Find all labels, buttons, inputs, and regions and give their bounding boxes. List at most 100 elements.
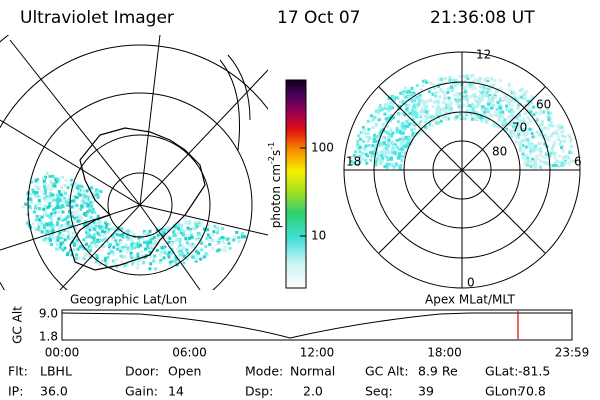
speck bbox=[448, 99, 452, 103]
speck bbox=[198, 224, 201, 228]
speck bbox=[536, 147, 540, 151]
speck bbox=[423, 102, 427, 106]
speck bbox=[56, 201, 60, 204]
speck bbox=[443, 77, 447, 80]
speck bbox=[184, 237, 188, 240]
speck bbox=[437, 84, 441, 88]
speck bbox=[526, 161, 530, 165]
speck bbox=[551, 131, 555, 135]
speck bbox=[384, 103, 388, 106]
speck bbox=[385, 143, 389, 147]
speck bbox=[509, 114, 513, 118]
speck bbox=[453, 116, 456, 120]
speck bbox=[539, 126, 543, 129]
field-value: 36.0 bbox=[40, 384, 68, 399]
speck bbox=[33, 226, 37, 230]
speck bbox=[60, 175, 64, 179]
speck bbox=[141, 258, 145, 262]
speck bbox=[46, 214, 50, 218]
speck bbox=[523, 123, 527, 127]
speck bbox=[501, 99, 505, 102]
speck bbox=[50, 243, 54, 246]
speck bbox=[358, 161, 362, 165]
speck bbox=[502, 122, 506, 126]
speck bbox=[424, 106, 428, 110]
speck bbox=[491, 100, 495, 104]
speck bbox=[129, 254, 133, 258]
speck bbox=[356, 139, 360, 143]
speck bbox=[125, 235, 129, 239]
speck bbox=[200, 234, 204, 238]
speck bbox=[96, 232, 100, 236]
speck bbox=[84, 214, 88, 217]
speck bbox=[183, 221, 187, 225]
speck bbox=[415, 96, 419, 100]
speck bbox=[107, 223, 111, 226]
speck bbox=[397, 155, 401, 159]
speck bbox=[146, 244, 150, 248]
speck bbox=[463, 95, 466, 99]
speck bbox=[102, 233, 106, 237]
speck bbox=[115, 265, 119, 268]
speck bbox=[387, 109, 391, 113]
speck bbox=[95, 256, 99, 260]
speck bbox=[397, 164, 401, 168]
speck bbox=[185, 248, 189, 252]
speck bbox=[425, 112, 429, 116]
speck bbox=[352, 154, 356, 158]
speck bbox=[391, 102, 395, 106]
speck bbox=[386, 124, 390, 128]
speck bbox=[56, 177, 60, 181]
speck bbox=[125, 249, 129, 253]
speck bbox=[133, 257, 137, 261]
speck bbox=[56, 221, 60, 225]
speck bbox=[386, 135, 390, 139]
speck bbox=[538, 132, 542, 136]
speck bbox=[144, 247, 148, 251]
speck bbox=[166, 252, 170, 256]
speck bbox=[501, 110, 505, 114]
speck bbox=[151, 243, 155, 247]
speck bbox=[377, 118, 381, 122]
speck bbox=[52, 208, 56, 212]
speck bbox=[444, 91, 448, 95]
speck bbox=[106, 230, 110, 234]
speck bbox=[530, 101, 534, 105]
speck bbox=[111, 250, 115, 254]
speck bbox=[446, 117, 450, 121]
speck bbox=[547, 111, 551, 115]
speck bbox=[38, 215, 42, 218]
speck bbox=[143, 232, 146, 236]
speck bbox=[542, 110, 546, 114]
speck bbox=[51, 229, 55, 233]
speck bbox=[73, 182, 77, 186]
speck bbox=[402, 155, 405, 158]
speck bbox=[220, 248, 224, 252]
speck bbox=[464, 113, 468, 117]
speck bbox=[100, 238, 104, 242]
speck bbox=[490, 106, 494, 110]
speck bbox=[69, 178, 73, 182]
speck bbox=[240, 232, 244, 236]
speck bbox=[395, 145, 399, 149]
speck bbox=[214, 228, 218, 232]
speck bbox=[188, 237, 192, 241]
speck bbox=[458, 109, 462, 113]
speck bbox=[532, 163, 536, 167]
speck bbox=[54, 177, 58, 181]
speck bbox=[527, 159, 530, 163]
speck bbox=[378, 106, 382, 110]
speck bbox=[114, 239, 118, 243]
speck bbox=[362, 139, 366, 143]
speck bbox=[418, 99, 421, 103]
speck bbox=[488, 89, 492, 93]
speck bbox=[104, 257, 108, 261]
speck bbox=[35, 191, 39, 194]
speck bbox=[412, 115, 416, 119]
speck bbox=[411, 112, 414, 116]
speck bbox=[158, 237, 162, 241]
speck bbox=[174, 255, 178, 259]
speck bbox=[91, 207, 95, 211]
speck bbox=[480, 85, 484, 89]
